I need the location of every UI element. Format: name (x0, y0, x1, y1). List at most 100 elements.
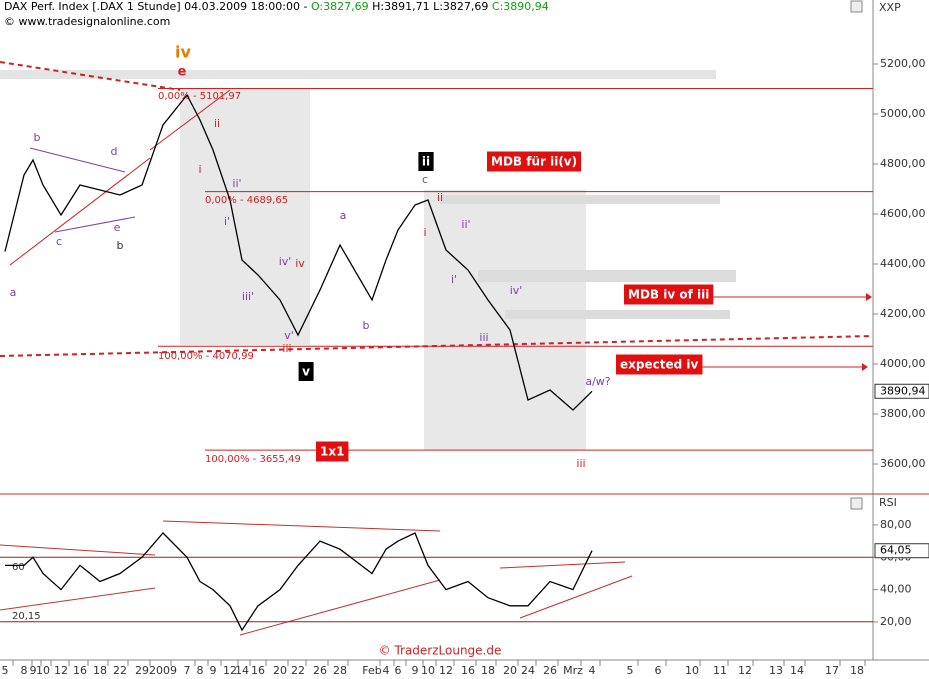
annotation: MDB für ii(v) (491, 155, 577, 169)
x-tick-label: 17 (825, 664, 839, 677)
x-tick-label: 28 (333, 664, 347, 677)
wave-label: v' (284, 329, 294, 342)
x-tick-label: 5 (2, 664, 9, 677)
wave-label: d (111, 145, 118, 158)
trendline (9, 157, 151, 266)
rsi-trendline (519, 575, 633, 619)
copyright: © www.tradesignalonline.com (4, 15, 170, 28)
header-part: C:3890,94 (492, 0, 549, 13)
annotation: expected iv (620, 358, 698, 372)
x-tick-label: 8 (21, 664, 28, 677)
panel-button[interactable] (850, 497, 863, 510)
last-value-label: 3890,94 (880, 384, 926, 397)
annotation-box (487, 151, 582, 172)
annotation: v (302, 365, 310, 379)
header-part: O:3827,69 (311, 0, 369, 13)
zone-bar (0, 70, 716, 79)
rsi-trendline (239, 579, 441, 636)
dashed-trend (0, 61, 181, 91)
x-tick-label: 13 (769, 664, 783, 677)
x-tick-label: 9 (412, 664, 419, 677)
y-tick-label: 4000,00 (880, 357, 926, 370)
trendline (29, 147, 126, 173)
x-tick-label: 10 (685, 664, 699, 677)
level-label: 100,00% - 4070,99 (158, 351, 254, 362)
x-tick-label: 12 (439, 664, 453, 677)
x-tick-label: 22 (113, 664, 127, 677)
x-tick-label: Feb (362, 664, 381, 677)
trendline (149, 89, 231, 151)
y-tick-label: 3600,00 (880, 457, 926, 470)
last-value-label: 64,05 (880, 544, 912, 557)
wave-label: ii (437, 191, 443, 204)
x-tick-label: 14 (235, 664, 249, 677)
y-tick-label: 5000,00 (880, 107, 926, 120)
wave-label: iv' (510, 284, 523, 297)
zone-bar (478, 270, 736, 282)
x-tick-label: 16 (251, 664, 265, 677)
arrow-head (862, 363, 868, 371)
x-tick-label: 18 (93, 664, 107, 677)
annotation-box (616, 354, 703, 375)
level-label: 20,15 (12, 611, 41, 622)
x-tick-label: 9 (210, 664, 217, 677)
wave-label: iv (175, 43, 191, 62)
last-value-box (874, 543, 929, 559)
header: DAX Perf. Index [.DAX 1 Stunde] 04.03.20… (4, 0, 549, 13)
annotation: MDB iv of iii (628, 288, 709, 302)
x-tick-label: 24 (521, 664, 535, 677)
y-tick-label: 5200,00 (880, 57, 926, 70)
wave-label: b (34, 131, 41, 144)
wave-label: i' (224, 215, 230, 228)
y-tick-label: 3800,00 (880, 407, 926, 420)
wave-label: i' (451, 273, 457, 286)
wave-label: ii (214, 117, 220, 130)
header-part: H:3891,71 L:3827,69 (369, 0, 492, 13)
x-tick-label: 7 (184, 664, 191, 677)
annotation-box (316, 441, 349, 462)
level-label: 0,00% - 4689,65 (205, 195, 288, 206)
zone-bar (505, 310, 730, 319)
wave-label: iv' (279, 255, 292, 268)
wave-label: e (114, 221, 121, 234)
x-tick-label: 20 (503, 664, 517, 677)
x-tick-label: 16 (461, 664, 475, 677)
annotation-box (297, 361, 315, 382)
x-tick-label: 20 (273, 664, 287, 677)
x-tick-label: 22 (291, 664, 305, 677)
x-tick-label: 26 (543, 664, 557, 677)
rsi-trendline (0, 544, 156, 556)
level-label: 60 (12, 562, 25, 573)
x-tick-label: 18 (850, 664, 864, 677)
x-tick-label: 5 (627, 664, 634, 677)
annotation-box (417, 151, 435, 172)
x-tick-label: 16 (73, 664, 87, 677)
x-tick-label: Mrz (563, 664, 583, 677)
y-tick-label: 4200,00 (880, 307, 926, 320)
wave-label: iii' (242, 290, 254, 303)
panel-button[interactable] (850, 0, 863, 13)
price-line (4, 93, 593, 411)
x-tick-label: 6 (395, 664, 402, 677)
x-tick-label: 26 (313, 664, 327, 677)
x-tick-label: 8 (197, 664, 204, 677)
y-tick-label: 40,00 (880, 583, 912, 596)
wave-label: b (117, 239, 124, 252)
y-tick-label: 80,00 (880, 518, 912, 531)
watermark: © TraderzLounge.de (379, 644, 502, 658)
x-tick-label: 18 (481, 664, 495, 677)
x-tick-label: 2009 (149, 664, 177, 677)
annotation: 1x1 (320, 445, 344, 459)
x-tick-label: 12 (54, 664, 68, 677)
wave-label: a (340, 209, 347, 222)
wave-label: i (198, 163, 201, 176)
x-tick-label: 12 (223, 664, 237, 677)
arrow-head (866, 293, 872, 301)
wave-label: i (423, 226, 426, 239)
wave-label: c (422, 173, 428, 186)
annotation: ii (422, 155, 430, 169)
trendline (54, 216, 136, 233)
x-tick-label: 10 (421, 664, 435, 677)
zone-bar (440, 195, 720, 204)
